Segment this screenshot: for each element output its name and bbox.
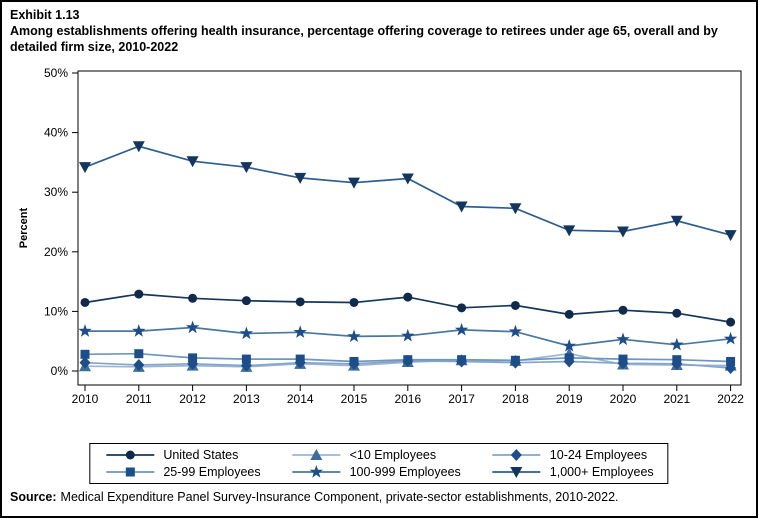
y-tick-label: 50% [44,66,68,80]
circle-marker-icon [106,450,155,460]
star-marker-icon [292,465,341,478]
x-tick-label: 2011 [126,392,152,406]
legend-item-lt-10-employees: <10 Employees [291,447,461,463]
x-tick-label: 2021 [663,392,690,406]
x-tick-label: 2022 [717,392,744,406]
series-line-1000-plus-employees [84,145,731,236]
series-25-99-employees [80,349,736,366]
legend-item-1000-plus-employees: 1,000+ Employees [491,464,654,480]
x-tick-label: 2013 [233,392,260,406]
diamond-marker-icon [492,449,541,461]
x-tick-label: 2014 [287,392,314,406]
x-tick-label: 2010 [72,392,99,406]
exhibit-title: Exhibit 1.13 Among establishments offeri… [10,7,750,55]
legend-label: <10 Employees [349,448,437,462]
triangle-down-marker-icon [492,467,541,478]
legend-label: 1,000+ Employees [549,465,654,479]
chart-legend: United States <10 Employees 10-24 Employee… [89,443,669,484]
y-axis: 0% 10% 20% 30% 40% 50% Percent [18,66,78,378]
x-tick-label: 2018 [502,392,529,406]
legend-item-100-999-employees: 100-999 Employees [291,464,461,480]
title-text: Among establishments offering health ins… [10,24,718,54]
legend-label: 10-24 Employees [549,448,648,462]
x-tick-label: 2017 [448,392,475,406]
source-note: Source: Medical Expenditure Panel Survey-… [10,490,619,504]
triangle-up-marker-icon [292,449,341,460]
legend-item-25-99-employees: 25-99 Employees [104,464,261,480]
series-united-states [80,289,736,327]
legend-item-10-24-employees: 10-24 Employees [491,447,654,463]
legend-label: 25-99 Employees [163,465,261,479]
y-tick-label: 20% [44,245,68,259]
series-100-999-employees [78,320,738,352]
legend-label: United States [163,448,239,462]
x-tick-label: 2020 [610,392,637,406]
x-tick-label: 2016 [394,392,421,406]
y-tick-label: 10% [44,304,68,318]
source-label: Source: [10,490,57,504]
x-tick-label: 2015 [341,392,368,406]
y-tick-label: 0% [51,364,69,378]
legend-label: 100-999 Employees [349,465,461,479]
square-marker-icon [106,467,155,477]
legend-item-united-states: United States [104,447,260,463]
y-tick-label: 30% [44,185,68,199]
x-tick-label: 2012 [179,392,206,406]
x-tick-label: 2019 [556,392,583,406]
exhibit-number: Exhibit 1.13 [10,8,80,22]
series-1000-plus-employees [79,141,737,242]
y-axis-title: Percent [18,207,30,248]
source-text: Medical Expenditure Panel Survey-Insuran… [60,490,619,504]
x-axis: 2010 2011 2012 2013 2014 2015 2016 2017 2018 2019… [72,385,744,406]
plot-frame [77,70,742,386]
y-tick-label: 40% [44,126,68,140]
